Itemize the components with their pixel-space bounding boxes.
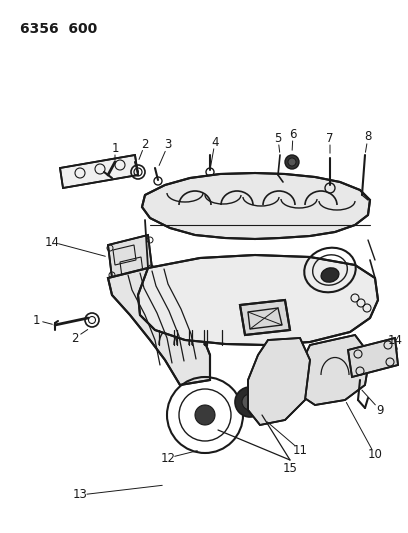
Polygon shape: [240, 300, 290, 335]
Text: 6356  600: 6356 600: [20, 22, 97, 36]
Text: 2: 2: [71, 332, 79, 344]
Text: 9: 9: [376, 403, 384, 416]
Text: 13: 13: [73, 489, 87, 502]
Polygon shape: [298, 335, 370, 405]
Text: 1: 1: [111, 141, 119, 155]
Text: 6: 6: [289, 127, 297, 141]
Circle shape: [242, 394, 258, 410]
Ellipse shape: [321, 268, 339, 282]
Text: 1: 1: [32, 313, 40, 327]
Circle shape: [195, 405, 215, 425]
Text: 8: 8: [364, 131, 372, 143]
Polygon shape: [142, 173, 370, 239]
Polygon shape: [108, 235, 152, 278]
Text: 3: 3: [164, 139, 172, 151]
Text: 11: 11: [293, 443, 308, 456]
Text: 12: 12: [160, 451, 175, 464]
Text: 14: 14: [388, 334, 403, 346]
Text: 2: 2: [141, 138, 149, 150]
Circle shape: [285, 155, 299, 169]
Polygon shape: [60, 155, 138, 188]
Text: 4: 4: [211, 135, 219, 149]
Polygon shape: [248, 338, 310, 425]
Text: 14: 14: [44, 236, 60, 248]
Text: 5: 5: [274, 132, 282, 144]
Text: 10: 10: [368, 448, 382, 462]
Circle shape: [235, 387, 265, 417]
Text: 15: 15: [283, 462, 297, 474]
Polygon shape: [138, 255, 378, 345]
Circle shape: [288, 158, 296, 166]
Polygon shape: [108, 268, 210, 385]
Polygon shape: [348, 338, 398, 377]
Text: 7: 7: [326, 132, 334, 144]
